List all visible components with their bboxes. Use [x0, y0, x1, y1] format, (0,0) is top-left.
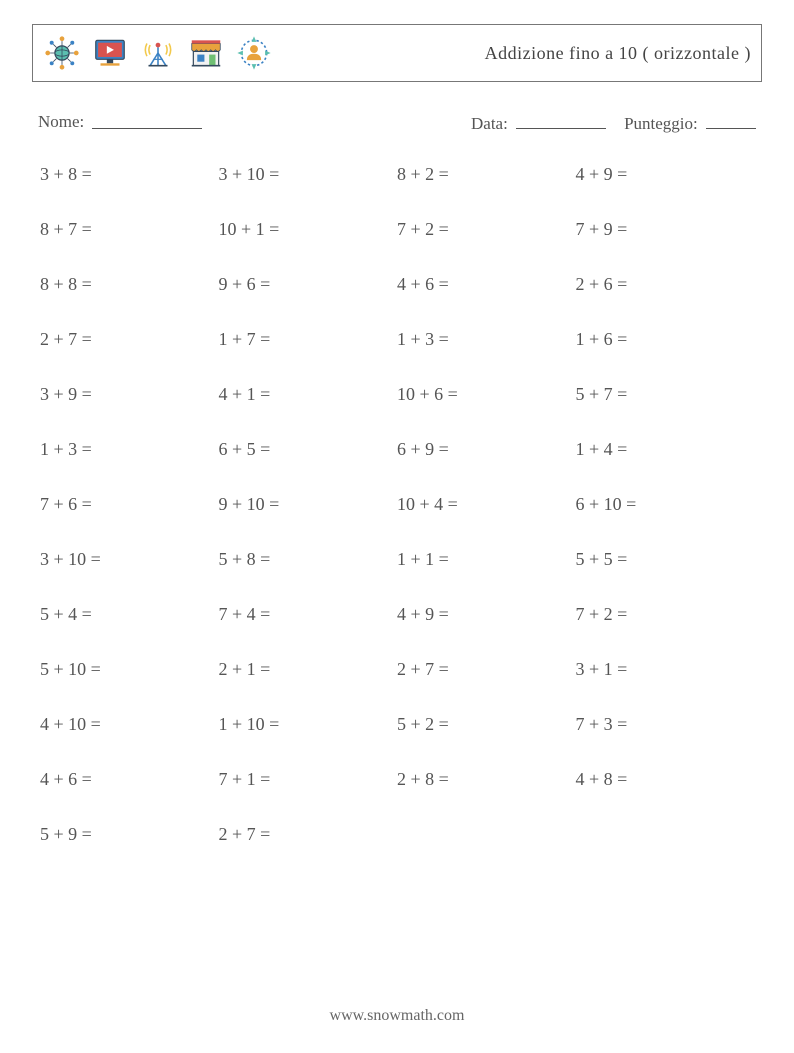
math-problem: 10 + 4 =	[397, 494, 576, 515]
math-problem: 4 + 9 =	[576, 164, 755, 185]
name-label: Nome:	[38, 112, 84, 134]
name-blank[interactable]	[92, 112, 202, 129]
header-box: Addizione fino a 10 ( orizzontale )	[32, 24, 762, 82]
score-label: Punteggio:	[624, 114, 698, 133]
antenna-icon	[139, 34, 177, 72]
math-problem: 8 + 8 =	[40, 274, 219, 295]
math-problem: 3 + 10 =	[219, 164, 398, 185]
network-globe-icon	[43, 34, 81, 72]
math-problem: 10 + 6 =	[397, 384, 576, 405]
math-problem: 4 + 8 =	[576, 769, 755, 790]
date-field: Data:	[471, 112, 606, 134]
math-problem: 10 + 1 =	[219, 219, 398, 240]
math-problem: 2 + 7 =	[397, 659, 576, 680]
math-problem: 7 + 3 =	[576, 714, 755, 735]
math-problem: 1 + 1 =	[397, 549, 576, 570]
math-problem: 6 + 10 =	[576, 494, 755, 515]
math-problem: 5 + 7 =	[576, 384, 755, 405]
meta-row: Nome: Data: Punteggio:	[32, 112, 762, 134]
math-problem: 1 + 10 =	[219, 714, 398, 735]
math-problem: 2 + 8 =	[397, 769, 576, 790]
name-field: Nome:	[38, 112, 202, 134]
math-problem: 3 + 9 =	[40, 384, 219, 405]
math-problem: 4 + 10 =	[40, 714, 219, 735]
date-label: Data:	[471, 114, 508, 133]
math-problem: 7 + 6 =	[40, 494, 219, 515]
math-problem: 9 + 10 =	[219, 494, 398, 515]
math-problem: 5 + 8 =	[219, 549, 398, 570]
footer-url: www.snowmath.com	[0, 1007, 794, 1025]
math-problem: 6 + 9 =	[397, 439, 576, 460]
math-problem: 2 + 1 =	[219, 659, 398, 680]
math-problem: 5 + 9 =	[40, 824, 219, 845]
math-problem: 1 + 7 =	[219, 329, 398, 350]
math-problem: 4 + 9 =	[397, 604, 576, 625]
icon-row	[43, 34, 273, 72]
math-problem: 3 + 1 =	[576, 659, 755, 680]
math-problem: 2 + 6 =	[576, 274, 755, 295]
math-problem: 4 + 6 =	[397, 274, 576, 295]
math-problem: 1 + 3 =	[397, 329, 576, 350]
user-target-icon	[235, 34, 273, 72]
math-problem: 2 + 7 =	[219, 824, 398, 845]
math-problem: 6 + 5 =	[219, 439, 398, 460]
math-problem: 7 + 2 =	[397, 219, 576, 240]
math-problem: 2 + 7 =	[40, 329, 219, 350]
math-problem: 9 + 6 =	[219, 274, 398, 295]
shop-icon	[187, 34, 225, 72]
math-problem: 5 + 2 =	[397, 714, 576, 735]
problems-grid: 3 + 8 =3 + 10 =8 + 2 =4 + 9 =8 + 7 =10 +…	[32, 164, 762, 845]
math-problem: 5 + 10 =	[40, 659, 219, 680]
math-problem: 5 + 4 =	[40, 604, 219, 625]
math-problem: 4 + 6 =	[40, 769, 219, 790]
math-problem: 5 + 5 =	[576, 549, 755, 570]
math-problem: 1 + 6 =	[576, 329, 755, 350]
score-blank[interactable]	[706, 112, 756, 129]
math-problem	[397, 824, 576, 845]
math-problem: 7 + 4 =	[219, 604, 398, 625]
video-screen-icon	[91, 34, 129, 72]
math-problem: 8 + 7 =	[40, 219, 219, 240]
math-problem	[576, 824, 755, 845]
math-problem: 1 + 4 =	[576, 439, 755, 460]
worksheet-page: Addizione fino a 10 ( orizzontale ) Nome…	[0, 0, 794, 1053]
worksheet-title: Addizione fino a 10 ( orizzontale )	[485, 43, 751, 64]
math-problem: 7 + 1 =	[219, 769, 398, 790]
math-problem: 7 + 9 =	[576, 219, 755, 240]
math-problem: 1 + 3 =	[40, 439, 219, 460]
math-problem: 8 + 2 =	[397, 164, 576, 185]
math-problem: 3 + 10 =	[40, 549, 219, 570]
math-problem: 4 + 1 =	[219, 384, 398, 405]
math-problem: 3 + 8 =	[40, 164, 219, 185]
score-field: Punteggio:	[624, 112, 756, 134]
date-blank[interactable]	[516, 112, 606, 129]
math-problem: 7 + 2 =	[576, 604, 755, 625]
